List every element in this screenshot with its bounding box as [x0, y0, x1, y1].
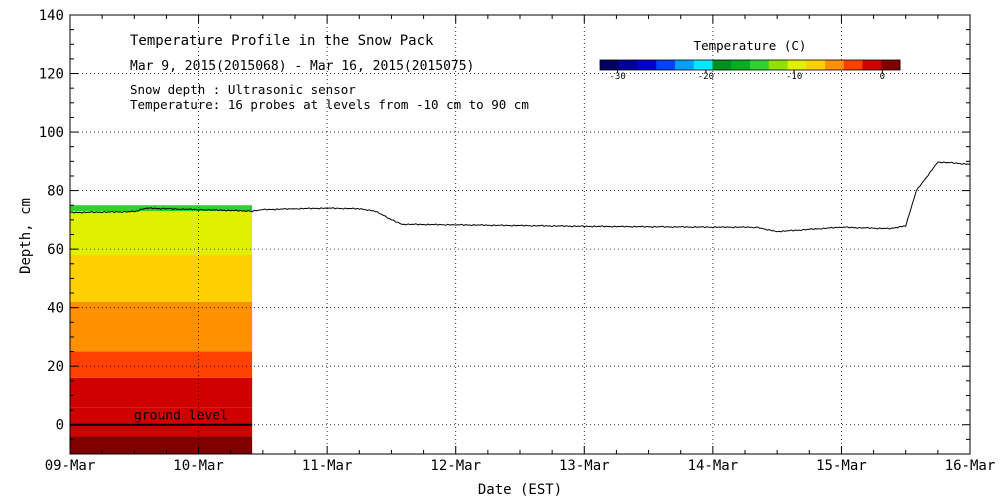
note-snow-depth: Snow depth : Ultrasonic sensor [130, 82, 356, 97]
colorbar-swatch [712, 60, 732, 70]
ground-level-label: ground level [134, 409, 228, 424]
colorbar-swatch [600, 60, 620, 70]
colorbar-swatch [881, 60, 901, 70]
colorbar-swatch [825, 60, 845, 70]
chart-title: Temperature Profile in the Snow Pack [130, 33, 434, 49]
colorbar: -30 -20 -10 0 [599, 59, 901, 82]
colorbar-swatch [843, 60, 863, 70]
x-axis-label: Date (EST) [478, 482, 562, 498]
temperature-band-3 [70, 351, 253, 378]
x-tick-label: 11-Mar [302, 458, 353, 474]
y-tick-label: 60 [47, 242, 64, 258]
x-tick-label: 13-Mar [559, 458, 610, 474]
colorbar-swatch [787, 60, 807, 70]
temperature-band-7 [70, 205, 253, 212]
colorbar-swatch [675, 60, 695, 70]
colorbar-title: Temperature (C) [694, 38, 807, 53]
x-tick-label: 12-Mar [430, 458, 481, 474]
x-tick-label: 10-Mar [173, 458, 224, 474]
colorbar-swatch [862, 60, 882, 70]
colorbar-tick-label: -10 [786, 72, 802, 82]
temperature-band-4 [70, 301, 253, 352]
temperature-band-6 [70, 211, 253, 255]
colorbar-swatch [637, 60, 657, 70]
x-tick-label: 14-Mar [688, 458, 739, 474]
y-tick-label: 120 [39, 67, 64, 83]
y-tick-label: 140 [39, 8, 64, 24]
colorbar-swatch [750, 60, 770, 70]
x-tick-label: 15-Mar [816, 458, 867, 474]
colorbar-swatch [768, 60, 788, 70]
temperature-band-0 [70, 436, 253, 454]
y-tick-label: 0 [56, 418, 64, 434]
colorbar-swatch [618, 60, 638, 70]
temperature-profile-area [70, 205, 253, 454]
axes: 0 20 40 60 80 100 120 140 09-Mar 10-Mar 11-Mar 12-M… [39, 8, 996, 474]
colorbar-tick-label: 0 [880, 72, 885, 82]
y-tick-label: 20 [47, 359, 64, 375]
temperature-band-2 [70, 377, 253, 408]
note-temperature: Temperature: 16 probes at levels from -1… [130, 97, 529, 112]
colorbar-tick-label: -20 [698, 72, 714, 82]
temperature-band-1 [70, 407, 253, 437]
snow-depth-line [70, 161, 970, 233]
colorbar-swatch [806, 60, 826, 70]
y-tick-label: 40 [47, 301, 64, 317]
colorbar-tick-label: -30 [610, 72, 626, 82]
colorbar-swatch [656, 60, 676, 70]
colorbar-frame [599, 59, 901, 71]
y-axis-label: Depth, cm [18, 198, 34, 274]
y-tick-label: 100 [39, 125, 64, 141]
temperature-band-5 [70, 254, 253, 302]
x-tick-label: 09-Mar [45, 458, 96, 474]
chart-subtitle: Mar 9, 2015(2015068) - Mar 16, 2015(2015… [130, 59, 474, 74]
colorbar-swatch [693, 60, 713, 70]
colorbar-swatch [731, 60, 751, 70]
x-tick-label: 16-Mar [945, 458, 996, 474]
y-tick-label: 80 [47, 184, 64, 200]
